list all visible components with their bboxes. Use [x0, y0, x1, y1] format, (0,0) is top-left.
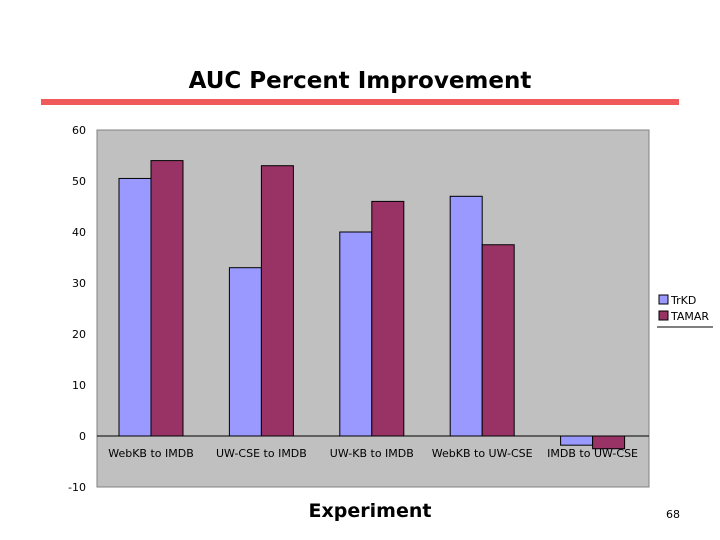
- y-tick-label: 10: [72, 379, 86, 392]
- y-tick-label: 20: [72, 328, 86, 341]
- legend-label-tamar: TAMAR: [670, 310, 709, 323]
- bar-trkd-3: [449, 195, 483, 437]
- bar-tamar-1: [260, 165, 294, 437]
- x-tick-label: UW-KB to IMDB: [330, 447, 414, 460]
- bar-trkd-1: [228, 267, 262, 437]
- x-axis-title: Experiment: [308, 500, 432, 522]
- y-tick-label: 30: [72, 277, 86, 290]
- y-tick-label: 0: [79, 430, 86, 443]
- legend-swatch-tamar: [658, 310, 669, 321]
- x-tick-label: WebKB to UW-CSE: [432, 447, 533, 460]
- bar-tamar-4: [592, 435, 626, 450]
- x-tick-label: IMDB to UW-CSE: [547, 447, 638, 460]
- y-tick-label: 40: [72, 226, 86, 239]
- page-number: 68: [666, 508, 680, 521]
- x-tick-label: WebKB to IMDB: [108, 447, 194, 460]
- y-tick-label: 60: [72, 124, 86, 137]
- y-tick-label: -10: [68, 481, 86, 494]
- slide-title: AUC Percent Improvement: [188, 68, 532, 94]
- bar-trkd-0: [118, 177, 152, 437]
- bar-trkd-2: [339, 231, 373, 437]
- title-underline: [41, 99, 679, 105]
- legend-label-trkd: TrKD: [670, 294, 696, 307]
- bar-tamar-2: [371, 200, 405, 437]
- bar-trkd-4: [560, 435, 594, 446]
- legend-swatch-trkd: [658, 294, 669, 305]
- x-tick-label: UW-CSE to IMDB: [216, 447, 307, 460]
- bar-tamar-0: [150, 160, 184, 437]
- bar-tamar-3: [481, 244, 515, 437]
- y-tick-label: 50: [72, 175, 86, 188]
